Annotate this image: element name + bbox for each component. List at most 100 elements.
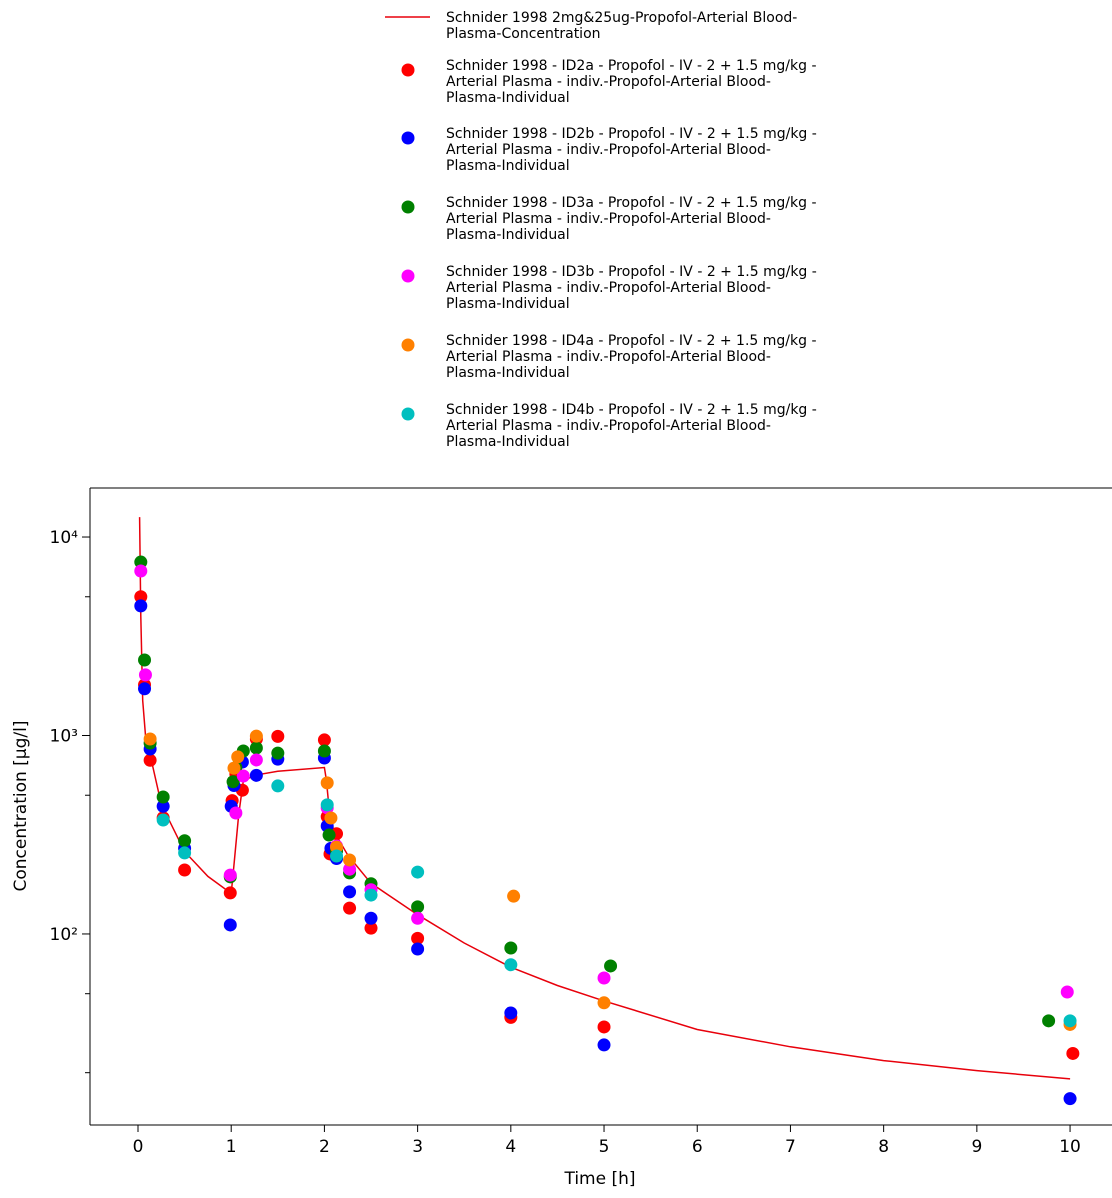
data-point	[604, 959, 618, 973]
data-point	[249, 768, 263, 782]
x-tick-label: 0	[133, 1137, 144, 1157]
y-axis-title: Concentration [µg/l]	[11, 721, 31, 892]
data-point	[138, 682, 152, 696]
x-axis-title: Time [h]	[563, 1169, 635, 1189]
data-point	[236, 769, 250, 783]
data-point	[249, 741, 263, 755]
legend-marker	[401, 63, 415, 77]
data-point	[226, 775, 240, 789]
legend-label: Schnider 1998 - ID4b - Propofol - IV - 2…	[446, 402, 817, 450]
legend-label: Schnider 1998 - ID2a - Propofol - IV - 2…	[446, 58, 817, 106]
data-point	[156, 799, 170, 813]
data-point	[343, 853, 357, 867]
y-tick-label: 10⁴	[50, 528, 79, 548]
data-point	[320, 776, 334, 790]
data-point	[134, 555, 148, 569]
x-tick-label: 1	[226, 1137, 237, 1157]
legend-marker	[401, 338, 415, 352]
x-tick-label: 7	[785, 1137, 796, 1157]
legend-symbol	[385, 16, 430, 18]
x-tick-label: 8	[878, 1137, 889, 1157]
legend-symbol	[401, 269, 415, 283]
x-tick-label: 3	[412, 1137, 423, 1157]
data-point	[138, 668, 152, 682]
data-point	[364, 888, 378, 902]
data-point	[317, 744, 331, 758]
data-point	[343, 885, 357, 899]
legend-label: Schnider 1998 - ID2b - Propofol - IV - 2…	[446, 126, 817, 174]
x-tick-label: 6	[692, 1137, 703, 1157]
data-point	[343, 862, 357, 876]
model-line	[138, 517, 1071, 1080]
y-tick-label: 10²	[50, 925, 78, 945]
data-point	[504, 941, 518, 955]
data-point	[1063, 1014, 1077, 1028]
legend-symbol	[401, 407, 415, 421]
data-point	[330, 840, 344, 854]
data-point	[223, 868, 237, 882]
data-point	[597, 1038, 611, 1052]
y-tick-label: 10³	[50, 726, 78, 746]
x-tick-label: 4	[505, 1137, 516, 1157]
data-point	[364, 911, 378, 925]
legend-marker	[401, 200, 415, 214]
data-point	[411, 942, 425, 956]
x-tick-label: 9	[971, 1137, 982, 1157]
data-point	[223, 886, 237, 900]
data-point	[249, 753, 263, 767]
legend-symbol	[401, 131, 415, 145]
data-point	[138, 653, 152, 667]
data-point	[1063, 1092, 1077, 1106]
data-point	[411, 900, 425, 914]
data-point	[178, 863, 192, 877]
data-point	[134, 590, 148, 604]
data-point	[271, 746, 285, 760]
data-point	[317, 733, 331, 747]
legend-symbol	[401, 200, 415, 214]
data-point	[504, 1006, 518, 1020]
data-point	[504, 958, 518, 972]
data-point	[156, 790, 170, 804]
data-point	[343, 901, 357, 915]
legend-marker	[401, 269, 415, 283]
data-point	[134, 599, 148, 613]
data-point	[597, 996, 611, 1010]
legend-symbol	[401, 63, 415, 77]
data-point	[227, 761, 241, 775]
legend-label: Schnider 1998 - ID4a - Propofol - IV - 2…	[446, 333, 817, 381]
legend-marker	[401, 407, 415, 421]
data-point	[178, 846, 192, 860]
data-point	[134, 564, 148, 578]
data-point	[411, 911, 425, 925]
legend-label: Schnider 1998 - ID3b - Propofol - IV - 2…	[446, 264, 817, 312]
data-point	[364, 921, 378, 935]
data-point	[178, 834, 192, 848]
data-point	[231, 750, 245, 764]
x-tick-label: 2	[319, 1137, 330, 1157]
legend-symbol	[401, 338, 415, 352]
data-point	[1042, 1014, 1056, 1028]
data-point	[324, 811, 338, 825]
x-tick-label: 10	[1059, 1137, 1081, 1157]
x-tick-label: 5	[599, 1137, 610, 1157]
data-point	[411, 865, 425, 879]
data-point	[330, 849, 344, 863]
legend-marker	[401, 131, 415, 145]
data-point	[597, 971, 611, 985]
data-point	[1066, 1046, 1080, 1060]
data-point	[143, 732, 157, 746]
legend-label: Schnider 1998 - ID3a - Propofol - IV - 2…	[446, 195, 817, 243]
data-point	[229, 806, 243, 820]
data-point	[411, 931, 425, 945]
data-point	[597, 1020, 611, 1034]
data-point	[320, 798, 334, 812]
data-point	[1060, 985, 1074, 999]
data-point	[271, 779, 285, 793]
legend-label: Schnider 1998 2mg&25ug-Propofol-Arterial…	[446, 10, 798, 42]
data-point	[223, 918, 237, 932]
data-point	[507, 889, 521, 903]
data-point	[322, 828, 336, 842]
data-point	[249, 729, 263, 743]
